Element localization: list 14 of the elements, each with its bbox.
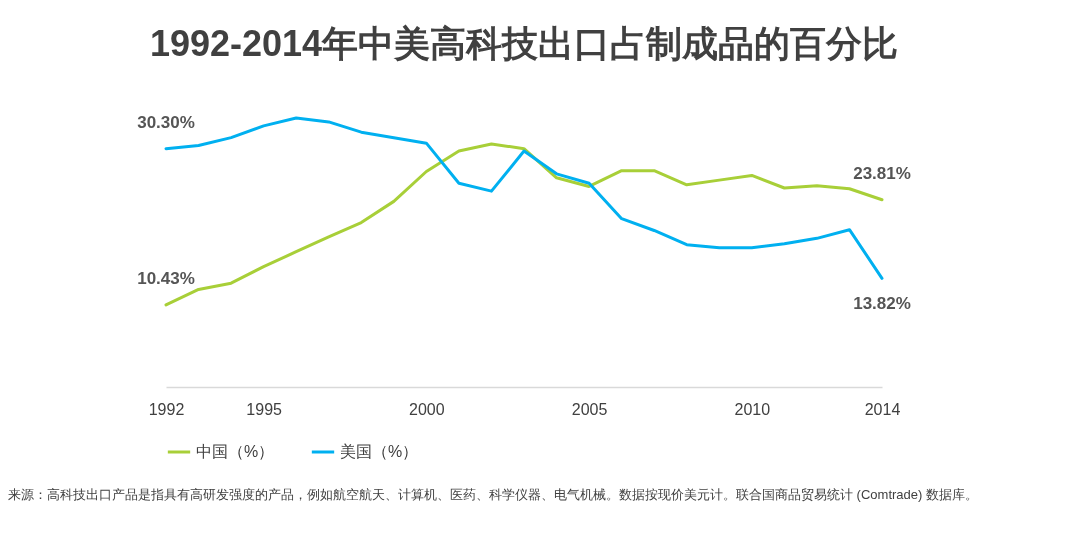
x-tick-label: 2014 (864, 400, 901, 418)
x-tick-label: 1995 (246, 400, 283, 418)
data-label: 30.30% (137, 112, 195, 132)
data-label: 10.43% (137, 268, 195, 288)
chart-title: 1992-2014年中美高科技出口占制成品的百分比 (149, 22, 899, 64)
x-tick-label: 2005 (571, 400, 608, 418)
x-tick-label: 2000 (409, 400, 445, 418)
source-note: 来源：高科技出口产品是指具有高研发强度的产品，例如航空航天、计算机、医药、科学仪器、电气机械。数据按现价美元计。联合国商品贸易统计 (Comtrade) 数据库。 (8, 486, 978, 504)
data-label: 23.81% (853, 163, 911, 183)
x-tick-label: 1992 (148, 400, 185, 418)
legend-label: 中国（%） (196, 443, 275, 460)
x-tick-label: 2010 (734, 400, 771, 418)
data-label: 13.82% (853, 294, 911, 314)
legend-label: 美国（%） (340, 443, 419, 460)
